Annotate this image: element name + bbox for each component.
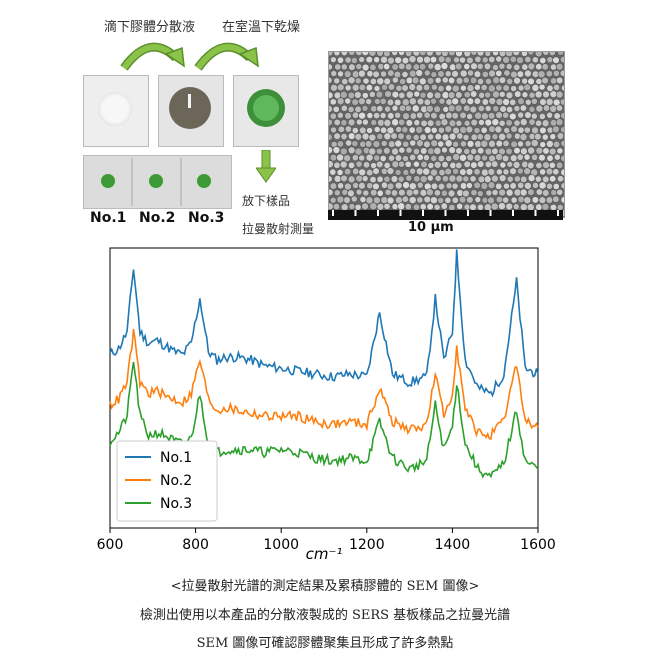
sem-scale-bar: [328, 210, 563, 220]
caption-line-3: SEM 圖像可確認膠體聚集且形成了許多熱點: [196, 636, 454, 651]
arrow-head-icon: [238, 46, 259, 68]
photo-drop-dispersion: [158, 75, 224, 147]
caption-line-2: 檢測出使用以本產品的分散液製成的 SERS 基板樣品之拉曼光譜: [139, 608, 511, 623]
x-tick-label: 1000: [263, 537, 299, 553]
x-tick-label: 800: [182, 537, 209, 553]
step-drop-dispersion: 滴下膠體分散液: [104, 20, 196, 35]
sample-label-1: No.1: [90, 210, 127, 226]
sem-scale-label: 10 μm: [408, 220, 454, 235]
step-raman-measurement: 拉曼散射測量: [242, 222, 315, 236]
step-dry-room-temp: 在室溫下乾燥: [222, 20, 301, 35]
raman-spectrum-chart: 600 800 1000 1200 1400 1600 cm⁻¹ No.1 No.2 No.3: [97, 247, 556, 560]
x-tick-label: 600: [97, 537, 124, 553]
legend: No.1 No.2 No.3: [116, 440, 218, 522]
process-arrows: [120, 42, 259, 71]
down-arrow-icon: [256, 150, 276, 183]
x-tick-label: 1400: [435, 537, 471, 553]
series-line-no2: [109, 328, 539, 440]
sem-particles: [329, 52, 564, 217]
x-tick-label: 1600: [520, 537, 556, 553]
series-line-no1: [109, 249, 539, 398]
sample-label-2: No.2: [139, 210, 176, 226]
legend-label: No.3: [160, 496, 192, 512]
x-axis-label: cm⁻¹: [306, 545, 343, 560]
sample-label-3: No.3: [188, 210, 225, 226]
photo-dried-sample: [233, 75, 299, 147]
arrow-head-icon: [164, 46, 185, 68]
caption-title: <拉曼散射光譜的測定結果及累積膠體的 SEM 圖像>: [170, 579, 480, 594]
step-place-sample: 放下樣品: [242, 194, 291, 208]
sem-image: [328, 51, 565, 218]
legend-label: No.1: [160, 450, 192, 466]
x-tick-label: 1200: [349, 537, 385, 553]
sem-scale-panel: [328, 220, 563, 234]
legend-label: No.2: [160, 473, 192, 489]
photo-blank-substrate: [83, 75, 149, 147]
photo-sample-slides: [83, 155, 232, 209]
